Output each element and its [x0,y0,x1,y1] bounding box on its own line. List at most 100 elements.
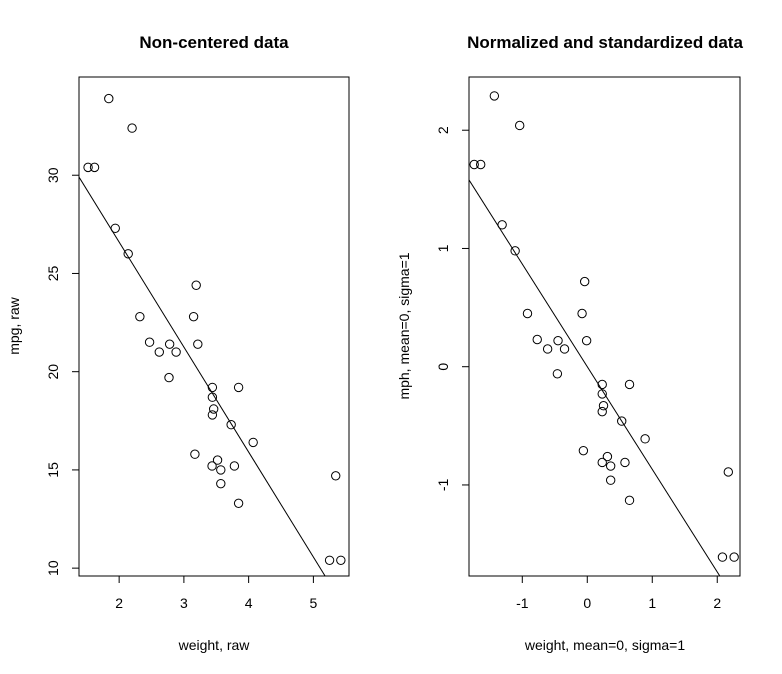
y-axis-label: mpg, raw [6,296,22,354]
data-point [89,162,100,173]
regression-line [79,176,326,576]
data-point [233,498,244,509]
data-point [553,335,563,346]
marks-layer [469,91,739,576]
x-tick-label: 4 [245,595,253,611]
data-point [331,471,341,481]
data-point [624,495,635,506]
y-tick-label: 20 [45,364,61,380]
plot-frame [468,76,741,577]
data-point [164,339,175,349]
regression-line [469,179,721,576]
y-ticks: 10 15 20 25 30 [45,167,79,576]
x-tick-label: -1 [516,595,529,611]
x-tick-label: 1 [648,595,656,611]
x-ticks: -1 0 1 2 [516,576,721,611]
x-tick-label: 2 [115,595,123,611]
data-point [123,249,133,259]
data-point [620,457,630,468]
data-point [336,555,346,565]
x-tick-label: 5 [309,595,317,611]
data-point [717,552,728,562]
x-tick-label: 3 [180,595,188,611]
x-ticks: 2 3 4 5 [115,576,317,611]
data-point [597,457,607,468]
data-point [581,335,592,346]
data-point [514,120,525,131]
data-point [522,308,533,319]
data-point [324,555,335,565]
data-point [188,311,199,322]
data-point [578,445,589,456]
data-point [597,406,607,417]
data-point [497,220,507,230]
y-tick-label: 10 [45,560,61,576]
data-point [579,276,590,287]
x-tick-label: 2 [713,595,721,611]
data-point [552,369,563,379]
x-axis-label: weight, raw [178,637,251,653]
y-tick-label: 15 [45,462,61,478]
chart-title: Non-centered data [139,33,289,52]
data-point [597,379,607,390]
data-point [229,461,240,471]
data-point [729,552,739,562]
y-tick-label: 25 [45,265,61,281]
data-point [624,379,635,390]
data-point [469,159,479,170]
plot-frame [78,76,350,577]
data-point [605,475,616,485]
data-point [489,91,500,101]
data-point [144,337,155,347]
data-point [640,434,650,444]
data-point [577,308,587,319]
data-point [248,437,258,448]
data-point [510,246,520,256]
data-point [154,347,164,357]
data-point [104,93,114,104]
data-point [216,465,226,475]
y-axis-label: mph, mean=0, sigma=1 [396,252,412,399]
data-point [207,382,218,393]
data-point [127,123,137,133]
panel-non-centered: Non-centered data 2 3 4 5 10 15 20 25 30 weight… [6,33,350,653]
data-point [207,392,218,402]
data-point [216,478,226,489]
chart-title: Normalized and standardized data [467,33,743,52]
y-tick-label: 0 [435,363,451,371]
data-point [164,372,174,383]
data-point [207,410,218,420]
data-point [190,449,200,459]
data-point [226,420,236,430]
y-tick-label: 1 [435,244,451,252]
data-point [598,401,609,411]
data-point [207,461,217,471]
y-tick-label: -1 [435,479,451,492]
data-point [212,455,223,465]
marks-layer [79,93,346,576]
data-point [532,334,542,345]
data-point [208,404,219,414]
data-point [723,467,734,477]
y-tick-label: 2 [435,126,451,134]
panel-standardized: Normalized and standardized data -1 0 1 2 -… [396,33,743,653]
data-point [475,159,486,170]
x-tick-label: 0 [583,595,591,611]
data-point [193,339,203,349]
data-point [83,162,93,173]
x-axis-label: weight, mean=0, sigma=1 [524,637,686,653]
data-point [542,344,553,354]
data-point [617,416,627,426]
data-point [602,451,613,462]
data-point [605,461,616,471]
data-point [171,347,181,357]
data-point [191,280,201,290]
data-point [233,382,244,393]
y-ticks: -1 0 1 2 [435,126,469,491]
data-point [597,389,607,399]
data-point [135,311,145,322]
data-point [559,344,570,354]
y-tick-label: 30 [45,167,61,183]
data-point [110,223,120,233]
